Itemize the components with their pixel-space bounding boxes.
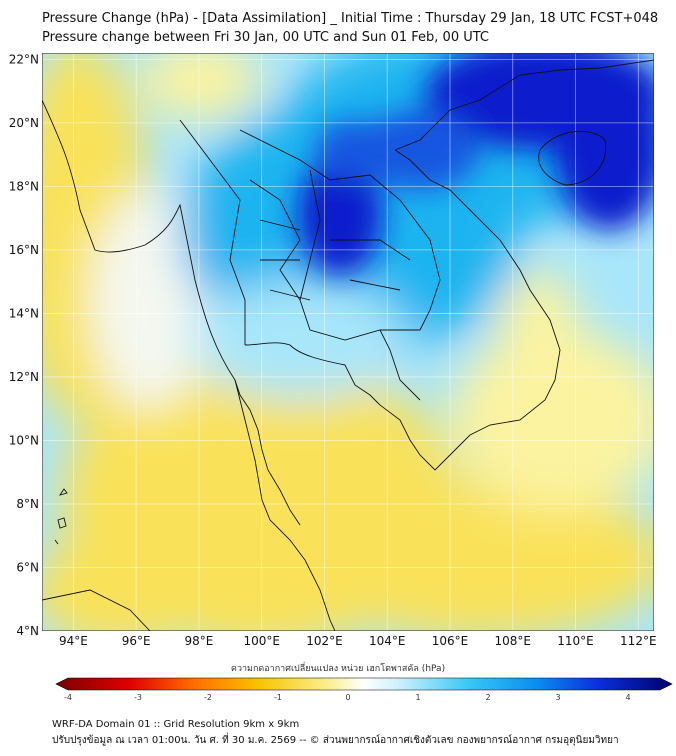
map-subtitle: Pressure change between Fri 30 Jan, 00 U… — [42, 30, 489, 45]
colorbar-tick-label: -2 — [204, 693, 212, 702]
lon-tick-label: 100°E — [243, 634, 280, 648]
lat-tick-label: 4°N — [16, 624, 39, 638]
lon-tick-label: 102°E — [306, 634, 343, 648]
colorbar-tick-label: -4 — [64, 693, 72, 702]
lat-tick-label: 22°N — [9, 52, 39, 66]
colorbar-tick-label: 2 — [485, 693, 490, 702]
map-grid — [42, 53, 654, 631]
footer-model-info: WRF-DA Domain 01 :: Grid Resolution 9km … — [52, 719, 300, 730]
lat-tick-label: 18°N — [9, 179, 39, 193]
lon-tick-label: 94°E — [59, 634, 88, 648]
lat-tick-label: 14°N — [9, 306, 39, 320]
lon-tick-label: 108°E — [495, 634, 532, 648]
colorbar-tick-label: -1 — [274, 693, 282, 702]
lat-tick-label: 12°N — [9, 370, 39, 384]
colorbar-tick-label: 3 — [555, 693, 560, 702]
lat-tick-label: 10°N — [9, 433, 39, 447]
lon-tick-label: 110°E — [557, 634, 594, 648]
lon-tick-label: 98°E — [184, 634, 213, 648]
colorbar-label: ความกดอากาศเปลี่ยนแปลง หน่วย เฮกโตพาสคัล… — [230, 664, 446, 674]
footer-credit: ปรับปรุงข้อมูล ณ เวลา 01:00น. วัน ศ. ที่… — [52, 735, 619, 746]
lon-tick-labels: 94°E 96°E 98°E 100°E 102°E 104°E 106°E 108°E 110… — [59, 634, 657, 648]
lon-tick-label: 112°E — [620, 634, 657, 648]
coastlines — [42, 59, 654, 631]
map-field — [42, 53, 654, 631]
colorbar-tick-label: 0 — [345, 693, 350, 702]
lat-tick-label: 20°N — [9, 116, 39, 130]
colorbar: -4 -3 -2 -1 0 1 2 3 4 — [55, 677, 673, 702]
lon-tick-label: 106°E — [432, 634, 469, 648]
colorbar-tick-label: 4 — [625, 693, 630, 702]
lat-tick-labels: 22°N 20°N 18°N 16°N 14°N 12°N 10°N 8°N 6°N 4°N — [9, 52, 39, 638]
map-title: Pressure Change (hPa) - [Data Assimilati… — [42, 11, 659, 26]
lat-tick-label: 6°N — [16, 560, 39, 574]
lat-tick-label: 16°N — [9, 243, 39, 257]
lon-tick-label: 104°E — [369, 634, 406, 648]
colorbar-tick-label: 1 — [415, 693, 420, 702]
colorbar-tick-label: -3 — [134, 693, 142, 702]
lat-tick-label: 8°N — [16, 497, 39, 511]
lon-tick-label: 96°E — [122, 634, 151, 648]
